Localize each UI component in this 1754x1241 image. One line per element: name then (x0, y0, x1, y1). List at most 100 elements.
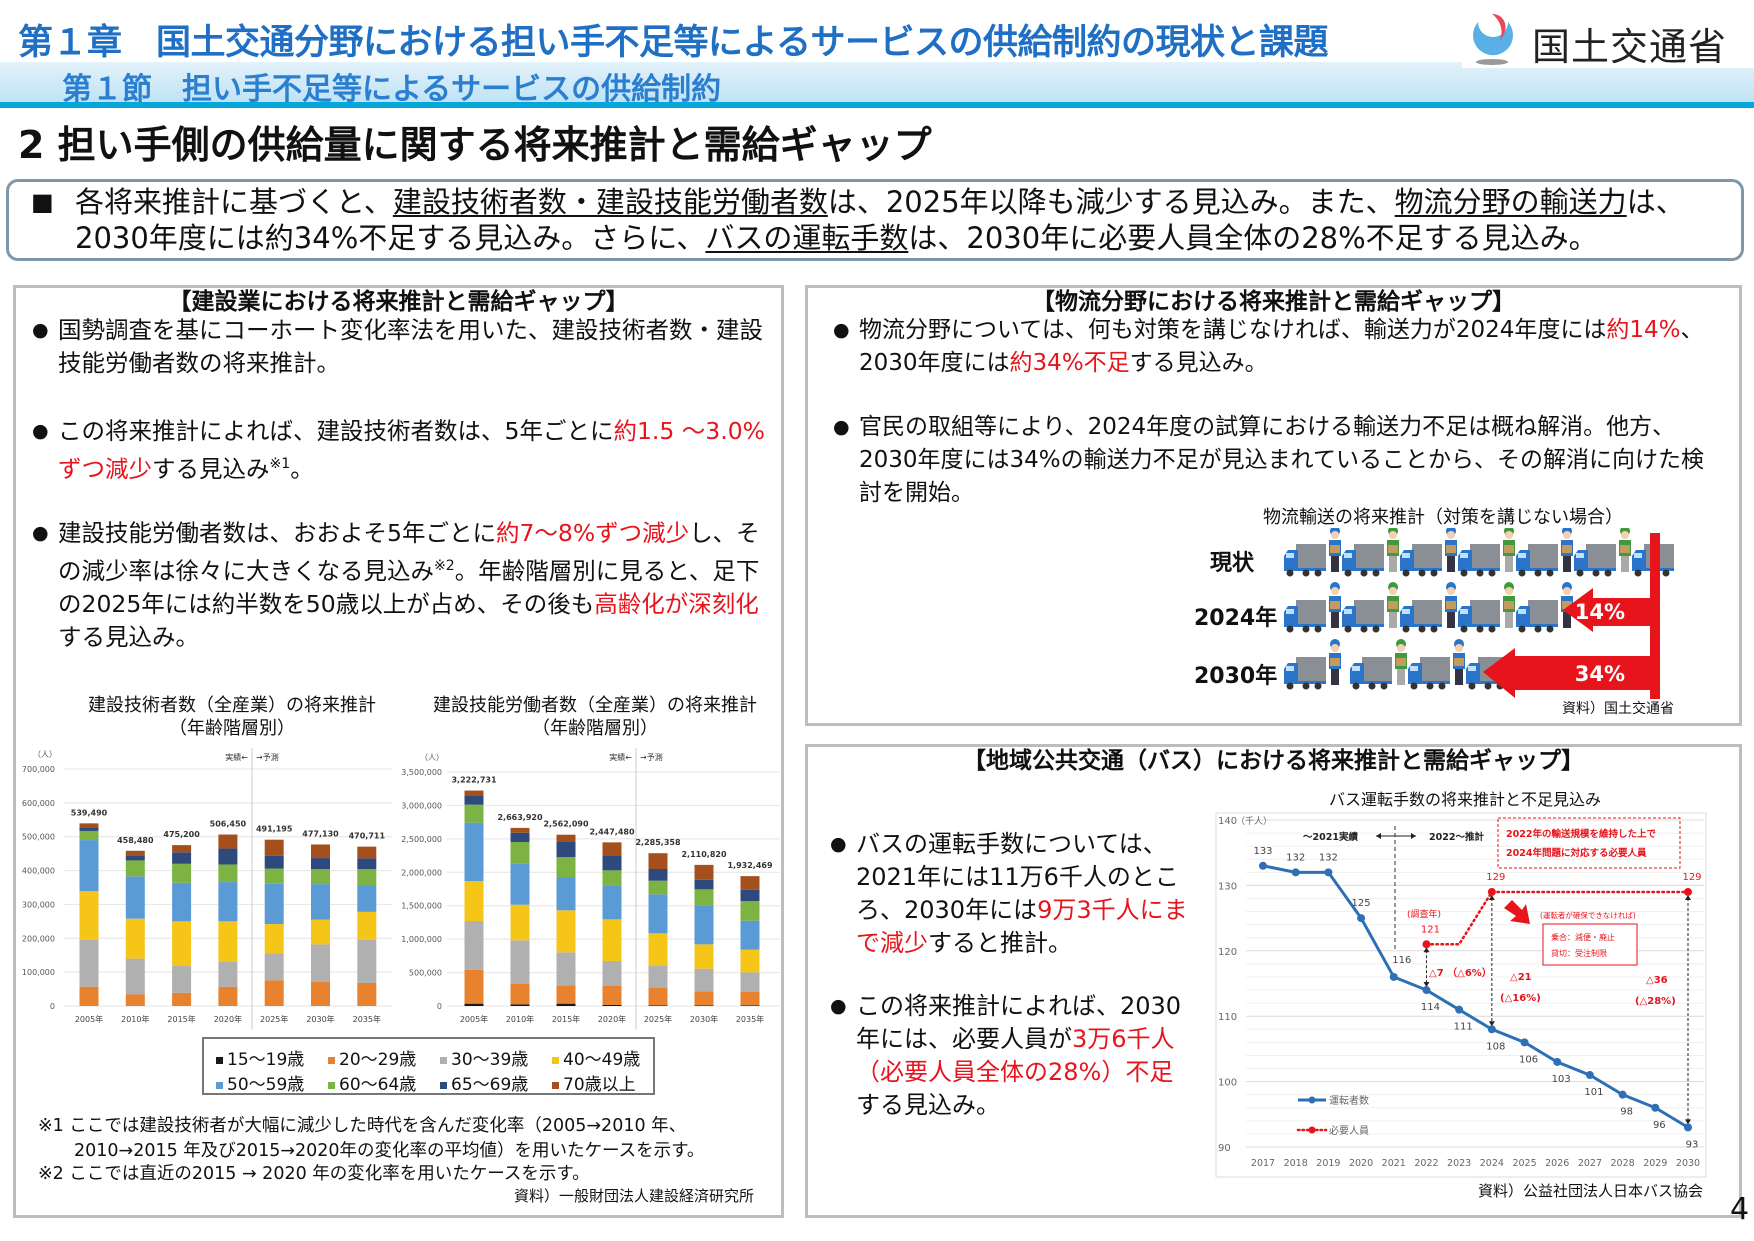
bar-segment (464, 921, 484, 970)
text-segment: する見込み (152, 454, 270, 483)
bar-segment (740, 992, 760, 1006)
worker-icon (1387, 582, 1399, 628)
bar-segment (218, 848, 238, 865)
bar-segment (556, 1003, 576, 1006)
chart-title-line: 建設技能労働者数（全産業）の将来推計 (433, 695, 757, 716)
bar-segment (79, 840, 99, 892)
y-tick-label: 0 (437, 1002, 442, 1011)
worker-icon (1329, 582, 1341, 628)
bar-segment (510, 841, 530, 864)
bar-segment (510, 832, 530, 842)
page-title: 2 担い手側の供給量に関する将来推計と需給ギャップ (18, 123, 932, 167)
summary-text: 各将来推計に基づくと、建設技術者数・建設技能労働者数は、2025年以降も減少する… (75, 184, 1735, 256)
footnote-2: ※2 ここでは直近の2015 → 2020 年の変化率を用いたケースを示す。 (38, 1164, 590, 1184)
actual-label: ～2021実績 (1303, 831, 1358, 843)
drivers-point (1651, 1103, 1660, 1112)
y-tick-label: 130 (1218, 881, 1237, 892)
y-tick-label: 300,000 (22, 900, 55, 909)
workers-chart-title: 建設技能労働者数（全産業）の将来推計 （年齢階層別） (420, 694, 770, 740)
bar-segment (172, 852, 192, 864)
footnote-1-cont: 2010→2015 年及び2015→2020年の変化率の平均値）を用いたケースを… (74, 1141, 705, 1161)
y-tick-label: 140 (1218, 816, 1237, 827)
bus-bullet-1: ● バスの運転手数については、2021年には11万6千人のところ、2030年には9… (830, 828, 1192, 960)
y-tick-label: 0 (50, 1002, 55, 1011)
bullet-dot-icon: ● (830, 833, 847, 855)
bar-segment (602, 961, 622, 987)
chart-title-line: （年齢階層別） (532, 718, 658, 739)
bar-segment (218, 986, 238, 1006)
bar-segment (602, 842, 622, 856)
required-value-label: 121 (1421, 924, 1440, 935)
drivers-value-label: 98 (1620, 1107, 1633, 1118)
drivers-point (1324, 868, 1333, 877)
required-staff-note: 2022年の輸送規模を維持した上で (1506, 828, 1656, 840)
bar-segment (694, 991, 714, 1006)
x-tick-label: 2021 (1382, 1158, 1406, 1169)
drivers-value-label: 132 (1286, 852, 1305, 863)
bar-segment (740, 1005, 760, 1006)
text-segment: 。年齢階層別に見ると、足下の2025年には約半数を50歳以上が占め、その後も (58, 556, 760, 618)
text-segment: 。 (290, 454, 314, 483)
bar-segment (556, 877, 576, 911)
bar-segment (264, 924, 284, 954)
shortage-2024-label: 14% (1575, 600, 1625, 624)
legend-item: 15～19歳 (216, 1045, 304, 1070)
bar-segment (648, 988, 668, 1006)
drivers-value-label: 125 (1352, 898, 1371, 909)
x-tick-label: 2023 (1447, 1158, 1471, 1169)
gap-label-2030: △36 (1646, 975, 1668, 986)
bar-segment (125, 994, 145, 1006)
bar-segment (218, 864, 238, 883)
truck-icon (1400, 600, 1442, 633)
text-segment: する見込み。 (58, 622, 199, 651)
drivers-value-label: 103 (1552, 1074, 1571, 1085)
y-tick-label: 120 (1218, 947, 1237, 958)
underlined-text: 建設技術者数・建設技能労働者数 (392, 185, 828, 219)
bar-segment (602, 919, 622, 962)
x-tick-label: 2010年 (121, 1014, 149, 1024)
bar-segment (125, 918, 145, 959)
truck-icon (1350, 657, 1392, 690)
logistics-bullet-2: ● 官民の取組等により、2024年度の試算における輸送力不足は概ね解消。他方、20… (833, 411, 1714, 510)
bar-segment (218, 882, 238, 922)
row-label-2024: 2024年 (1194, 606, 1278, 631)
gap-label-2022: △7 （△6%） (1429, 966, 1492, 979)
workers-stacked-bar-chart: 0 500,000 1,000,000 1,500,000 2,000,000 2,500… (401, 748, 780, 1030)
worker-icon (1329, 639, 1341, 685)
shortage-2030-label: 34% (1575, 662, 1625, 686)
legend-swatch (216, 1056, 223, 1064)
truck-icon (1284, 657, 1326, 690)
x-tick-label: 2015年 (167, 1014, 195, 1024)
legend-required-marker (1308, 1126, 1316, 1134)
bus-panel: 【地域公共交通（バス）における将来推計と需給ギャップ】 (805, 744, 1742, 1218)
legend-item: 40～49歳 (552, 1045, 640, 1070)
bar-segment (648, 1005, 668, 1006)
legend-label: 65～69歳 (451, 1075, 529, 1095)
highlight-text: 約1.5 ～3.0%ずつ減少 (58, 417, 765, 483)
bar-segment (264, 855, 284, 869)
x-tick-label: 2025年 (260, 1014, 288, 1024)
bar-segment (556, 910, 576, 953)
row-label-2030: 2030年 (1194, 664, 1278, 689)
construction-bullet-1: ● 国勢調査を基にコーホート変化率法を用いた、建設技術者数・建設技能労働者数の将来… (32, 314, 766, 380)
gap-label-2024: △21 (1510, 972, 1532, 983)
y-tick-label: 600,000 (22, 799, 55, 808)
x-tick-label: 2024 (1480, 1158, 1504, 1169)
y-tick-label: 400,000 (22, 867, 55, 876)
bar-segment (464, 969, 484, 1004)
bar-total-label: 3,222,731 (451, 776, 496, 785)
x-tick-label: 2025 (1512, 1158, 1536, 1169)
chapter-title: 第１章 国土交通分野における担い手不足等によるサービスの供給制約の現状と課題 (18, 23, 1328, 63)
drivers-point (1357, 914, 1366, 923)
legend-label: 60～64歳 (339, 1075, 417, 1095)
bar-segment (648, 933, 668, 967)
x-tick-label: 2035年 (736, 1014, 764, 1024)
forecast-label: 2022～推計 (1429, 831, 1484, 843)
worker-icon (1619, 528, 1631, 572)
drivers-point (1585, 1071, 1594, 1080)
highlight-text: 約7～8%ずつ減少 (495, 519, 690, 547)
drivers-point (1618, 1090, 1627, 1099)
mlit-logo: 国土交通省 (1462, 8, 1754, 69)
x-tick-label: 2029 (1643, 1158, 1667, 1169)
highlight-text: 約14% (1606, 317, 1681, 343)
